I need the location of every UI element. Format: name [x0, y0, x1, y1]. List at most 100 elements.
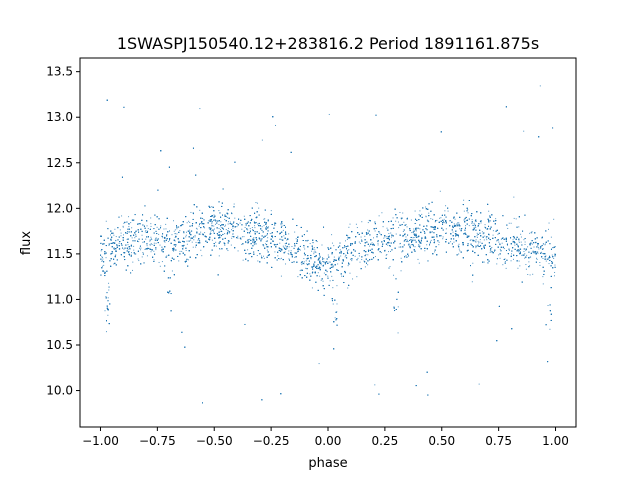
- data-point: [149, 240, 151, 242]
- data-point: [501, 242, 503, 244]
- data-point: [181, 250, 183, 252]
- data-point: [535, 253, 537, 255]
- data-point: [532, 273, 534, 275]
- data-point: [282, 229, 284, 231]
- data-point: [499, 248, 501, 250]
- data-point: [503, 248, 505, 250]
- data-point: [237, 235, 239, 237]
- data-point: [368, 219, 370, 221]
- data-point: [543, 248, 544, 250]
- data-point: [161, 261, 163, 263]
- data-point: [334, 317, 336, 319]
- data-point: [477, 240, 479, 242]
- data-point: [418, 244, 420, 246]
- data-point: [332, 287, 334, 289]
- data-point: [108, 244, 110, 246]
- data-point: [291, 246, 293, 247]
- data-point: [168, 240, 170, 242]
- data-point: [268, 226, 270, 228]
- data-point: [141, 238, 143, 240]
- data-point: [150, 223, 152, 225]
- data-point: [458, 243, 460, 245]
- data-point: [520, 241, 522, 243]
- data-point: [274, 251, 276, 253]
- data-point: [311, 250, 313, 252]
- data-point: [413, 236, 415, 238]
- data-point: [176, 228, 178, 230]
- data-point: [382, 226, 384, 228]
- data-point: [529, 232, 531, 234]
- data-point: [260, 239, 262, 241]
- data-point: [150, 251, 152, 253]
- data-point: [113, 248, 115, 250]
- data-point: [478, 242, 480, 244]
- data-point: [105, 296, 107, 298]
- data-point: [356, 276, 358, 278]
- data-point: [374, 384, 376, 386]
- data-point: [141, 256, 143, 258]
- data-point: [183, 232, 185, 234]
- data-point: [135, 253, 137, 255]
- data-point: [331, 242, 333, 244]
- data-point: [551, 254, 553, 256]
- data-point: [520, 236, 522, 238]
- data-point: [407, 244, 409, 246]
- data-point: [114, 242, 116, 244]
- data-point: [311, 287, 313, 289]
- data-point: [465, 225, 467, 227]
- data-point: [200, 221, 202, 223]
- data-point: [526, 254, 528, 256]
- data-point: [508, 222, 510, 224]
- data-point: [211, 229, 213, 231]
- data-point: [386, 227, 388, 229]
- data-point: [280, 275, 282, 277]
- data-point: [492, 234, 494, 236]
- data-point: [210, 233, 212, 235]
- data-point: [142, 252, 144, 254]
- data-point: [191, 241, 193, 243]
- data-point: [540, 247, 542, 249]
- data-point: [146, 231, 147, 233]
- data-point: [489, 251, 491, 253]
- data-point: [443, 220, 445, 222]
- data-point: [141, 234, 143, 236]
- data-point: [218, 227, 220, 229]
- data-point: [419, 215, 421, 217]
- data-point: [486, 239, 488, 241]
- data-point: [208, 220, 210, 222]
- data-point: [130, 254, 132, 256]
- data-point: [318, 363, 320, 365]
- data-point: [467, 209, 469, 211]
- data-point: [195, 227, 197, 229]
- data-point: [113, 248, 115, 250]
- data-point: [453, 223, 455, 225]
- data-point: [218, 255, 220, 257]
- data-point: [452, 231, 454, 233]
- data-point: [374, 256, 376, 258]
- data-point: [512, 239, 514, 241]
- data-point: [406, 238, 408, 240]
- data-point: [153, 259, 155, 261]
- data-point: [361, 259, 363, 261]
- data-point: [412, 240, 414, 242]
- data-point: [230, 244, 232, 246]
- data-point: [537, 251, 539, 253]
- data-point: [358, 241, 360, 243]
- data-point: [214, 244, 216, 246]
- data-point: [146, 245, 148, 247]
- data-point: [299, 249, 301, 251]
- data-point: [158, 261, 160, 263]
- data-point: [287, 252, 289, 254]
- data-point: [545, 260, 547, 262]
- data-point: [302, 260, 304, 262]
- data-point: [161, 246, 163, 248]
- data-point: [459, 228, 461, 230]
- data-point: [389, 245, 391, 247]
- data-point: [337, 263, 339, 265]
- data-point: [427, 220, 429, 222]
- data-point: [290, 250, 292, 252]
- data-point: [173, 250, 175, 252]
- data-point: [476, 232, 478, 234]
- data-point: [434, 241, 436, 243]
- data-point: [406, 217, 408, 219]
